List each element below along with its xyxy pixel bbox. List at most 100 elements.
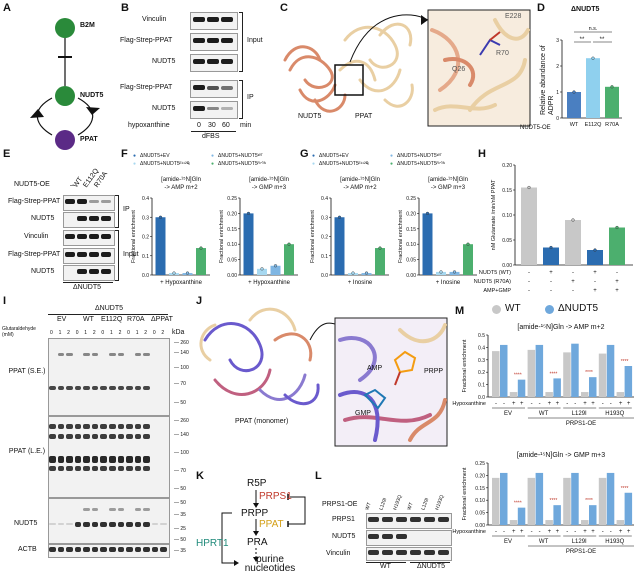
band bbox=[424, 550, 435, 555]
panel-label-h: H bbox=[478, 148, 486, 160]
row-label: NUDT5 bbox=[31, 268, 55, 275]
band bbox=[193, 106, 205, 111]
band bbox=[143, 424, 150, 429]
sign-mark: - bbox=[539, 401, 541, 407]
band bbox=[117, 508, 125, 511]
group-label: EV bbox=[57, 316, 67, 323]
y-tick-label: 0.4 bbox=[142, 196, 149, 202]
band bbox=[66, 386, 73, 390]
y-tick-label: 0.1 bbox=[142, 254, 149, 260]
band bbox=[66, 434, 73, 439]
data-point bbox=[158, 215, 163, 219]
band bbox=[160, 523, 167, 525]
sign-mark: + bbox=[619, 401, 623, 407]
legend-dot-r70a: ● bbox=[390, 161, 394, 167]
y-tick-label: 0.00 bbox=[475, 523, 485, 529]
bracket-input bbox=[115, 230, 119, 281]
data-point bbox=[593, 248, 597, 252]
sign-mark: + bbox=[591, 401, 595, 407]
band bbox=[91, 353, 99, 356]
band bbox=[126, 434, 133, 439]
dfbs-line bbox=[191, 131, 236, 132]
band bbox=[83, 424, 90, 429]
group-label: H193Q bbox=[605, 411, 624, 417]
band bbox=[74, 386, 82, 390]
group-label: WT bbox=[83, 316, 94, 323]
band bbox=[57, 456, 65, 463]
ligand-sticks bbox=[363, 350, 417, 410]
band bbox=[91, 386, 99, 390]
sign-mark: - bbox=[566, 529, 568, 535]
legend-item: ΔNUDT5+NUDT5ᵂᵀ bbox=[397, 153, 442, 159]
sig-label: **** bbox=[621, 359, 629, 365]
enzyme-prps1: PRPS1 bbox=[259, 491, 292, 502]
ladder-marker: — 100 bbox=[174, 450, 189, 456]
blot-strip bbox=[63, 195, 115, 211]
sign-mark: + bbox=[548, 529, 552, 535]
band bbox=[77, 252, 87, 257]
band bbox=[396, 534, 407, 539]
panel-label-m: M bbox=[455, 305, 465, 317]
monomer-label: PPAT (monomer) bbox=[235, 418, 289, 425]
bar-dnudt5 bbox=[553, 378, 561, 397]
group-label: WT bbox=[539, 411, 549, 417]
sign-mark: - bbox=[572, 270, 574, 276]
data-point bbox=[260, 267, 264, 271]
bar-wt bbox=[598, 477, 607, 525]
sign-mark: - bbox=[528, 270, 530, 276]
input-label: Input bbox=[123, 251, 139, 258]
ga-value: 0 bbox=[127, 330, 130, 336]
bar-dnudt5 bbox=[624, 366, 633, 397]
band bbox=[74, 522, 82, 527]
band bbox=[109, 466, 116, 471]
sig-label: **** bbox=[585, 370, 593, 376]
y-tick-label: 0.0 bbox=[142, 273, 149, 279]
band bbox=[193, 17, 205, 22]
band bbox=[134, 353, 142, 356]
sign-mark: - bbox=[610, 401, 612, 407]
y-axis-label: Fractional enrichment bbox=[219, 210, 225, 263]
bar bbox=[521, 187, 537, 265]
legend-wt: WT bbox=[505, 303, 521, 314]
data-point bbox=[351, 271, 355, 275]
data-point bbox=[549, 245, 553, 250]
ga-value: 2 bbox=[67, 330, 70, 336]
row-label: Flag-Strep-PPAT bbox=[8, 251, 61, 258]
y-tick-label: 0.25 bbox=[227, 196, 237, 202]
legend-dot-wt: ● bbox=[211, 153, 215, 159]
bar-dnudt5 bbox=[517, 507, 526, 525]
ppat-label: PPAT bbox=[355, 113, 373, 120]
node-prpp: PRPP bbox=[241, 508, 269, 519]
x-axis-label: + Hypoxanthine bbox=[160, 280, 203, 286]
chart-title: [amide-¹⁵N]Gln bbox=[161, 176, 201, 183]
band bbox=[126, 456, 133, 463]
node-purine: purine nucleotides bbox=[244, 554, 296, 574]
row-label: Vinculin bbox=[142, 16, 167, 23]
sign-mark: - bbox=[616, 270, 618, 276]
footer-label: ΔNUDT5 bbox=[73, 284, 102, 291]
y-tick-label: 2 bbox=[556, 64, 559, 70]
band bbox=[117, 434, 125, 439]
band bbox=[117, 456, 125, 463]
band bbox=[91, 434, 99, 439]
sign-mark: + bbox=[583, 401, 587, 407]
sig-label: ** bbox=[580, 37, 585, 43]
legend-item: ΔNUDT5+EV bbox=[319, 153, 349, 159]
band bbox=[207, 17, 219, 22]
sign-mark: + bbox=[548, 401, 552, 407]
bar-wt bbox=[545, 520, 553, 525]
panel-label-e: E bbox=[3, 148, 11, 160]
bar-dnudt5 bbox=[624, 492, 633, 525]
band bbox=[143, 456, 150, 463]
bar-wt bbox=[581, 392, 589, 397]
band bbox=[117, 466, 125, 471]
y-tick-label: 0.10 bbox=[475, 498, 485, 504]
chart-title: -> AMP m+2 bbox=[164, 185, 198, 191]
chart-title: -> AMP m+2 bbox=[343, 185, 377, 191]
data-point bbox=[572, 90, 576, 94]
ga-value: 0 bbox=[75, 330, 79, 336]
band bbox=[83, 456, 90, 463]
blot-strip bbox=[366, 530, 452, 546]
blot-ppat-se bbox=[48, 338, 170, 416]
band bbox=[143, 466, 150, 471]
